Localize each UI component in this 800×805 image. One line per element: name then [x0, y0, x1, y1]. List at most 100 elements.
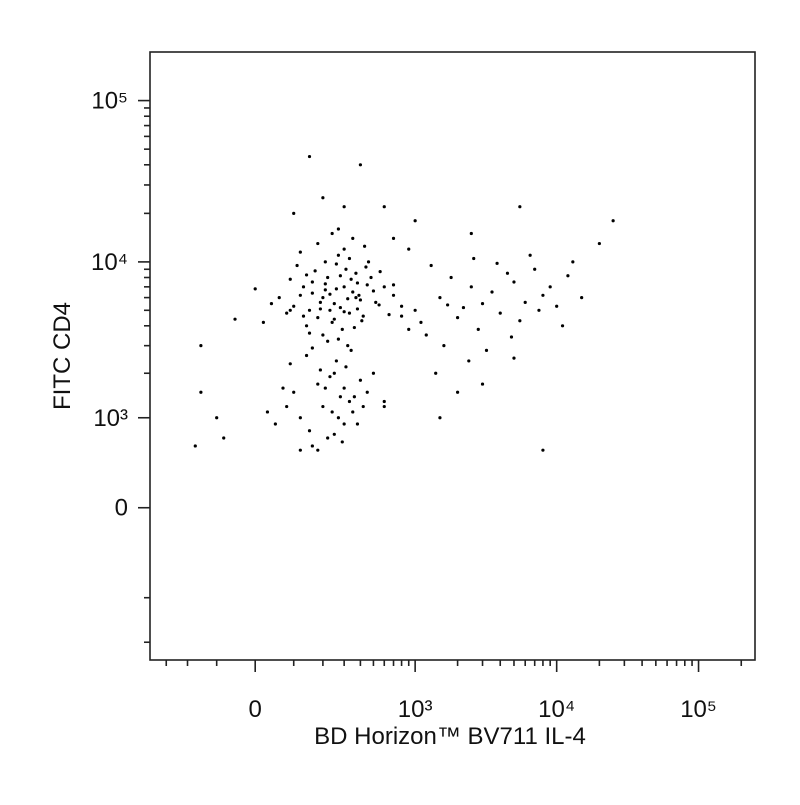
data-point	[233, 317, 237, 321]
data-point	[193, 444, 197, 448]
data-point	[265, 410, 270, 414]
data-point	[371, 371, 376, 375]
data-point	[292, 304, 296, 308]
data-point	[323, 288, 327, 292]
data-point	[355, 307, 360, 311]
data-point	[326, 339, 330, 343]
data-point	[399, 314, 404, 318]
data-point	[292, 390, 296, 394]
data-point	[469, 285, 473, 289]
data-point	[338, 305, 342, 310]
data-point	[298, 448, 302, 452]
data-point	[298, 250, 302, 254]
data-point	[328, 308, 332, 312]
data-point	[342, 310, 346, 314]
data-point	[354, 295, 358, 300]
data-point	[566, 274, 570, 278]
data-point	[318, 300, 322, 305]
data-point	[490, 290, 494, 294]
data-point	[541, 448, 545, 452]
data-point	[344, 267, 348, 271]
data-point	[277, 295, 281, 300]
y-tick-label: 10³	[93, 405, 128, 432]
data-point	[292, 211, 296, 215]
data-point	[518, 319, 522, 323]
data-point	[307, 154, 312, 159]
data-point	[346, 344, 350, 348]
data-point	[528, 253, 532, 257]
data-point	[505, 271, 510, 275]
data-point	[340, 327, 344, 331]
data-point	[298, 416, 302, 420]
data-point	[334, 359, 338, 363]
data-point	[323, 282, 327, 286]
data-point	[307, 308, 312, 312]
data-point	[351, 290, 355, 294]
plot-frame	[149, 51, 756, 661]
data-point	[555, 304, 559, 308]
data-point	[480, 382, 485, 386]
data-point	[347, 256, 352, 261]
data-point	[298, 293, 302, 297]
data-point	[355, 422, 360, 426]
data-point	[391, 293, 396, 297]
data-point	[328, 292, 332, 296]
data-point	[304, 324, 309, 328]
data-point	[455, 390, 460, 394]
data-point	[349, 348, 353, 352]
data-point	[442, 344, 446, 348]
data-point	[330, 231, 334, 236]
data-point	[611, 219, 615, 223]
data-point	[351, 410, 355, 414]
data-point	[342, 285, 346, 289]
data-point	[446, 303, 450, 307]
data-point	[285, 404, 289, 409]
data-point	[518, 205, 522, 209]
data-point	[498, 311, 502, 315]
data-point	[354, 271, 358, 275]
data-point	[344, 365, 348, 369]
data-point	[351, 236, 355, 240]
data-point	[365, 390, 369, 394]
data-point	[419, 320, 423, 325]
data-point	[330, 410, 334, 414]
data-point	[323, 260, 327, 264]
data-point	[323, 386, 327, 390]
data-point	[580, 295, 584, 300]
data-point	[424, 333, 428, 337]
data-point	[364, 265, 368, 269]
data-point	[328, 375, 332, 379]
data-point	[352, 395, 356, 399]
data-point	[467, 359, 471, 363]
data-point	[361, 314, 365, 318]
data-point	[338, 274, 342, 278]
data-point	[310, 346, 314, 350]
data-point	[358, 163, 363, 167]
data-point	[391, 236, 396, 240]
data-point	[310, 444, 314, 448]
data-point	[523, 300, 527, 305]
data-point	[253, 287, 257, 291]
data-point	[281, 386, 285, 390]
data-point	[301, 314, 306, 318]
data-point	[377, 303, 381, 307]
data-point	[261, 320, 265, 325]
data-point	[357, 293, 361, 297]
data-point	[330, 320, 334, 325]
data-point	[342, 422, 346, 426]
data-point	[374, 300, 378, 305]
data-point	[295, 263, 299, 268]
data-point	[332, 432, 336, 436]
data-point	[512, 280, 516, 284]
data-point	[399, 304, 404, 308]
data-point	[301, 285, 306, 289]
x-axis-label: BD Horizon™ BV711 IL-4	[314, 723, 586, 750]
data-point	[571, 260, 575, 264]
data-point	[310, 291, 314, 295]
data-point	[472, 256, 476, 261]
data-point	[347, 399, 352, 404]
data-point	[304, 273, 309, 277]
x-tick-label: 0	[249, 696, 262, 723]
data-point	[541, 293, 545, 297]
data-point	[438, 416, 442, 420]
